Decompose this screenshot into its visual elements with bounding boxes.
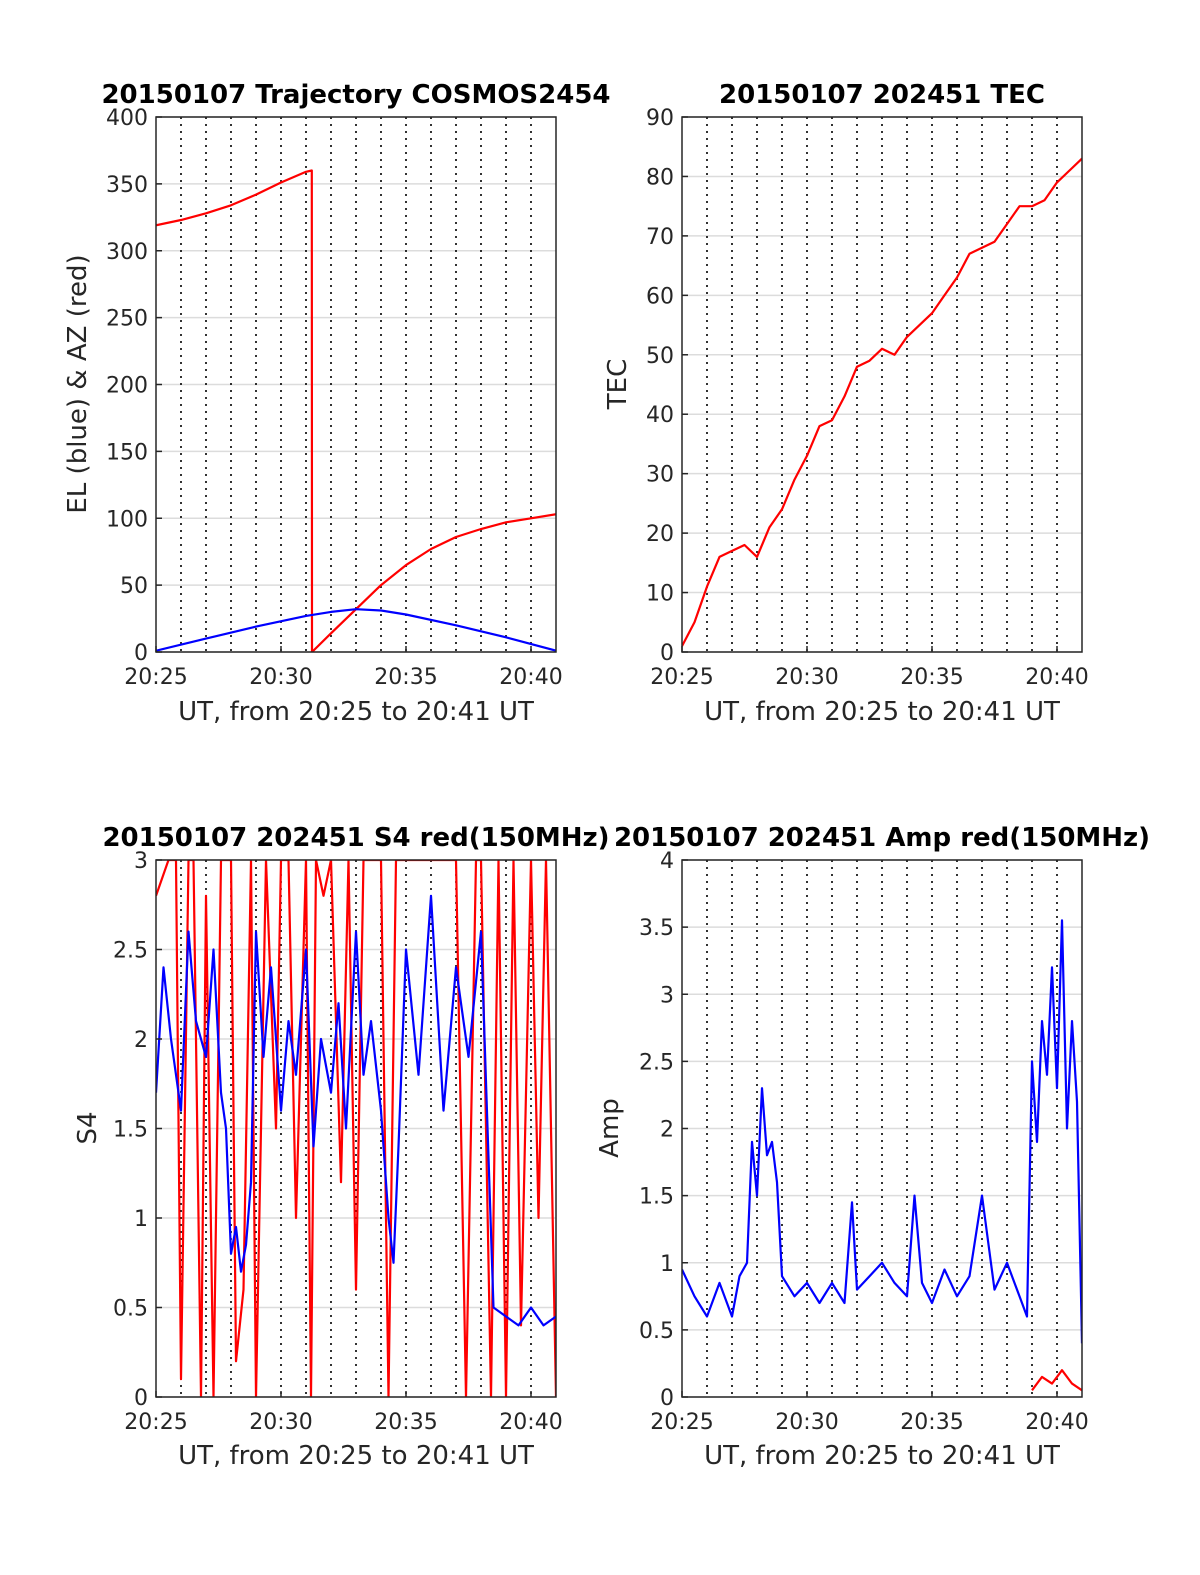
amp-ytick-label: 4 — [660, 849, 674, 874]
tec-ytick-label: 90 — [646, 106, 674, 131]
traj-series-line-1 — [156, 608, 556, 652]
tec-panel: 20:25 20:30 20:35 20:400102030405060708090 … — [603, 80, 1089, 727]
s4-ytick-label: 2 — [134, 1028, 148, 1053]
s4-series-line-1 — [156, 894, 556, 1327]
tec-axes-box — [681, 116, 1083, 653]
trajectory-panel: 20:25 20:30 20:35 20:40 0 50 100 150 200 250 300 35… — [63, 80, 611, 727]
traj-ytick-label: 0 — [134, 641, 148, 666]
amp-panel: 20:25 20:30 20:35 20:40 0 0.5 1 1.5 2 2.5 3 3.5 4 20… — [595, 823, 1150, 1471]
tec-ytick-label: 30 — [646, 463, 674, 488]
tec-series-line-0 — [682, 157, 1082, 647]
amp-xtick-label: 20:35 — [900, 1410, 963, 1435]
traj-xtick-label: 20:40 — [499, 665, 562, 690]
tec-xlabel: UT, from 20:25 to 20:41 UT — [704, 697, 1060, 727]
amp-title: 20150107 202451 Amp red(150MHz) — [614, 823, 1150, 853]
amp-ytick-label: 0.5 — [639, 1319, 674, 1344]
tec-ytick-label: 60 — [646, 284, 674, 309]
amp-ytick-label: 2.5 — [639, 1050, 674, 1075]
trajectory-xlabel: UT, from 20:25 to 20:41 UT — [178, 697, 534, 727]
traj-ytick-label: 100 — [106, 507, 148, 532]
tec-xtick-label: 20:35 — [900, 665, 963, 690]
tec-ytick-label: 70 — [646, 225, 674, 250]
tec-ytick-label: 50 — [646, 344, 674, 369]
amp-ytick-label: 2 — [660, 1118, 674, 1143]
traj-xtick-label: 20:35 — [374, 665, 437, 690]
s4-xlabel: UT, from 20:25 to 20:41 UT — [178, 1441, 534, 1471]
tec-ytick-label: 80 — [646, 165, 674, 190]
traj-ytick-label: 400 — [106, 106, 148, 131]
tec-ytick-label: 20 — [646, 522, 674, 547]
s4-panel: 20:25 20:30 20:35 20:40 0 0.5 1 1.5 2 2.5 3 201501… — [73, 823, 610, 1471]
tec-xtick-label: 20:25 — [650, 665, 713, 690]
amp-ytick-label: 1 — [660, 1252, 674, 1277]
tec-ytick-label: 0 — [660, 641, 674, 666]
tec-xtick-label: 20:40 — [1025, 665, 1088, 690]
s4-ytick-label: 1 — [134, 1207, 148, 1232]
traj-series-line-0 — [156, 169, 556, 652]
tec-xtick-label: 20:30 — [775, 665, 838, 690]
amp-series-line-1 — [682, 919, 1082, 1344]
traj-ytick-label: 150 — [106, 440, 148, 465]
s4-ytick-label: 0 — [134, 1386, 148, 1411]
s4-title: 20150107 202451 S4 red(150MHz) — [102, 823, 609, 853]
traj-xtick-label: 20:25 — [124, 665, 187, 690]
s4-ytick-label: 0.5 — [113, 1297, 148, 1322]
traj-ytick-label: 300 — [106, 240, 148, 265]
traj-xtick-label: 20:30 — [249, 665, 312, 690]
amp-ytick-label: 3 — [660, 983, 674, 1008]
traj-ytick-label: 350 — [106, 173, 148, 198]
s4-ytick-label: 1.5 — [113, 1118, 148, 1143]
amp-ytick-label: 3.5 — [639, 916, 674, 941]
trajectory-ylabel: EL (blue) & AZ (red) — [63, 254, 93, 513]
amp-ytick-label: 1.5 — [639, 1185, 674, 1210]
traj-ytick-label: 50 — [120, 574, 148, 599]
amp-xtick-label: 20:40 — [1025, 1410, 1088, 1435]
s4-xtick-label: 20:35 — [374, 1410, 437, 1435]
amp-xtick-label: 20:25 — [650, 1410, 713, 1435]
trajectory-title: 20150107 Trajectory COSMOS2454 — [101, 80, 610, 110]
tec-ytick-label: 40 — [646, 403, 674, 428]
amp-xlabel: UT, from 20:25 to 20:41 UT — [704, 1441, 1060, 1471]
tec-ylabel: TEC — [603, 359, 633, 410]
s4-xtick-label: 20:40 — [499, 1410, 562, 1435]
s4-ytick-label: 3 — [134, 849, 148, 874]
traj-ytick-label: 250 — [106, 307, 148, 332]
tec-ytick-label: 10 — [646, 582, 674, 607]
amp-ytick-label: 0 — [660, 1386, 674, 1411]
s4-xtick-label: 20:30 — [249, 1410, 312, 1435]
s4-xtick-label: 20:25 — [124, 1410, 187, 1435]
traj-ytick-label: 200 — [106, 374, 148, 399]
tec-title: 20150107 202451 TEC — [719, 80, 1045, 110]
amp-ylabel: Amp — [595, 1098, 625, 1158]
s4-ytick-label: 2.5 — [113, 939, 148, 964]
amp-series-line-0 — [1031, 1369, 1082, 1392]
s4-ylabel: S4 — [73, 1111, 103, 1144]
amp-xtick-label: 20:30 — [775, 1410, 838, 1435]
